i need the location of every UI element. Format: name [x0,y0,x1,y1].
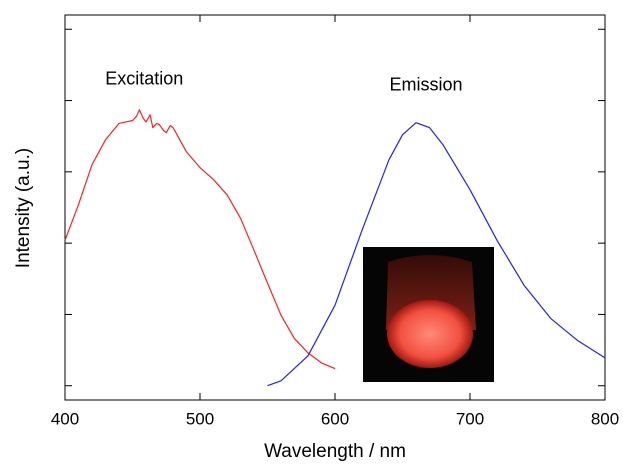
inset-photo [363,247,494,382]
series-label: Emission [389,74,462,94]
x-tick-label: 500 [186,409,214,428]
series-line [64,109,336,370]
series-line [267,122,606,387]
series-label: Excitation [105,69,183,89]
x-axis-label: Wavelength / nm [264,441,406,462]
x-tick-label: 400 [51,409,79,428]
x-tick-label: 600 [321,409,349,428]
x-tick-label: 800 [591,409,619,428]
x-tick-label: 700 [456,409,484,428]
photo-glow [387,300,473,368]
y-axis-label: Intensity (a.u.) [13,148,34,268]
